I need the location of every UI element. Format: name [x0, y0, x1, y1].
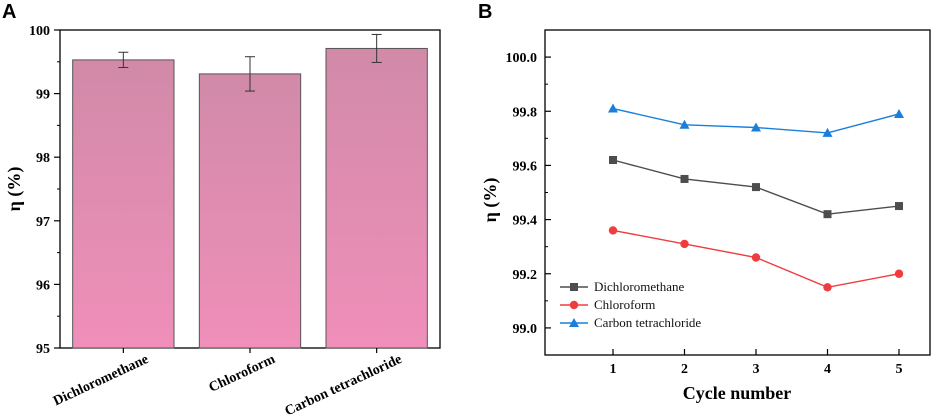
panel-a-label: A — [2, 1, 16, 23]
data-point — [608, 226, 618, 235]
data-point — [608, 103, 618, 113]
y-tick-label-b: 99.8 — [513, 105, 538, 120]
legend-label: Carbon tetrachloride — [594, 315, 701, 330]
legend-marker — [569, 300, 579, 310]
bar-chart-panel-a: 95 96 97 98 99 100 Dichloromethane Chloroform C… — [4, 24, 441, 415]
panel-b-label: B — [478, 1, 492, 23]
bar — [72, 59, 175, 349]
y-tick-label-a: 100 — [29, 24, 50, 39]
category-label: Chloroform — [207, 352, 278, 396]
data-point — [823, 283, 832, 292]
data-point — [609, 156, 617, 164]
y-tick-label-a: 95 — [36, 342, 50, 357]
x-tick-label-b: 3 — [753, 362, 760, 377]
y-tick-label-b: 99.0 — [513, 322, 538, 337]
y-tick-label-a: 96 — [36, 278, 50, 293]
data-point — [823, 210, 832, 219]
legend-marker — [569, 318, 579, 327]
data-point — [822, 127, 833, 137]
bar — [198, 73, 302, 349]
legend-label: Chloroform — [594, 297, 655, 312]
data-point — [894, 108, 904, 118]
data-point — [894, 269, 904, 278]
y-tick-label-b: 99.4 — [513, 214, 538, 229]
data-point — [680, 174, 689, 183]
data-point — [752, 183, 760, 192]
x-tick-label-b: 1 — [610, 362, 617, 377]
y-axis-label-b: η (%) — [480, 178, 501, 223]
category-label: Dichloromethane — [51, 352, 151, 409]
legend-marker — [570, 283, 578, 291]
y-tick-label-b: 99.6 — [513, 159, 538, 174]
data-point — [680, 239, 689, 249]
y-tick-label-b: 99.2 — [513, 268, 538, 283]
y-tick-label-a: 99 — [36, 88, 50, 103]
data-point — [751, 122, 761, 132]
x-tick-label-b: 5 — [896, 362, 903, 377]
data-point — [895, 202, 903, 211]
data-point — [679, 119, 690, 129]
bar — [325, 47, 428, 349]
line-chart-panel-b: 99.0 99.2 99.4 99.6 99.8 100.0 1 2 3 4 5 Dichloro… — [480, 29, 931, 403]
x-tick-label-b: 4 — [824, 362, 831, 377]
y-axis-label-a: η (%) — [4, 167, 25, 212]
y-tick-label-b: 100.0 — [506, 51, 538, 66]
x-tick-label-b: 2 — [681, 362, 688, 377]
data-point — [751, 253, 761, 262]
x-axis-label-b: Cycle number — [683, 383, 791, 403]
y-tick-label-a: 97 — [36, 215, 50, 230]
category-label: Carbon tetrachloride — [283, 352, 405, 415]
y-tick-label-a: 98 — [36, 151, 50, 166]
legend-label: Dichloromethane — [594, 279, 684, 294]
